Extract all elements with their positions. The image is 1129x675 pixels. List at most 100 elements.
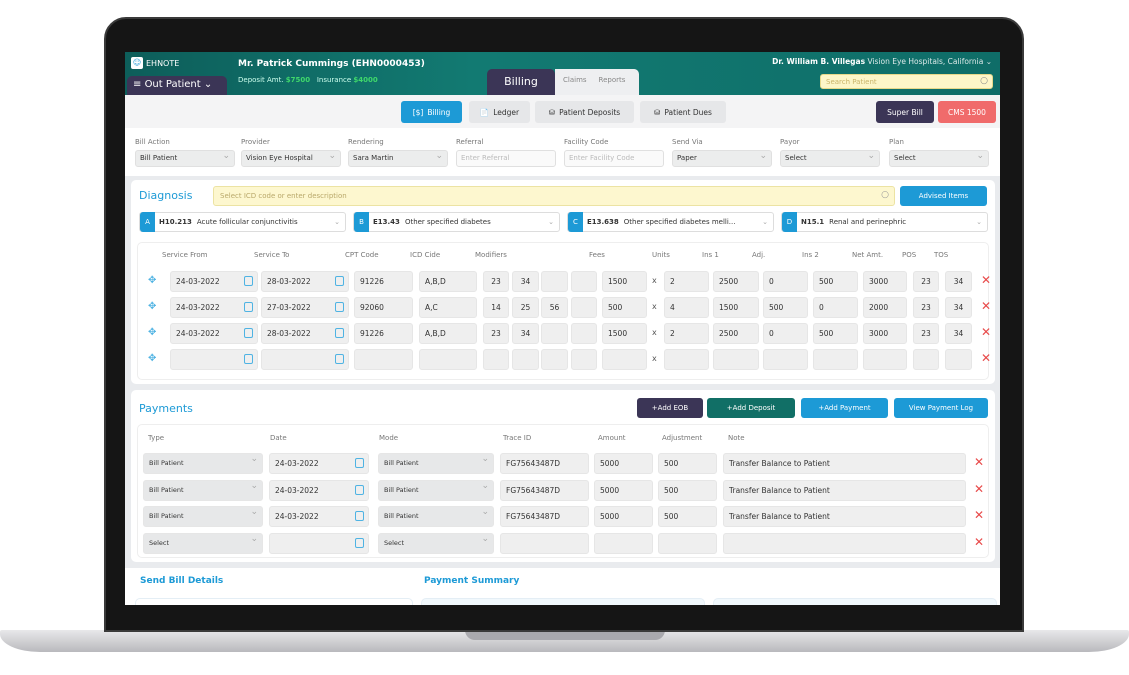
payment-adj[interactable] xyxy=(658,532,717,554)
cell-m1[interactable] xyxy=(512,349,539,370)
cell-adj[interactable]: 0 xyxy=(763,271,808,292)
cell-ins1[interactable]: 2500 xyxy=(713,323,759,344)
delete-row-icon[interactable]: ✕ xyxy=(981,273,992,287)
cms-1500-button[interactable]: CMS 1500 xyxy=(938,101,996,123)
cell-icd[interactable]: A,B,D xyxy=(419,323,477,344)
delete-row-icon[interactable]: ✕ xyxy=(974,508,985,522)
diagnosis-code-b[interactable]: B E13.43 Other specified diabetes ⌄ xyxy=(353,212,560,232)
cell-tos[interactable]: 34 xyxy=(945,297,972,318)
calendar-icon[interactable] xyxy=(355,511,364,521)
cell-tos[interactable] xyxy=(945,349,972,370)
field-select[interactable]: Sara Martin xyxy=(348,150,448,167)
cell-ins1[interactable]: 1500 xyxy=(713,297,759,318)
field-select[interactable]: Select xyxy=(889,150,989,167)
cell-adj[interactable]: 500 xyxy=(763,297,808,318)
cell-m0[interactable]: 14 xyxy=(483,297,509,318)
cell-net[interactable]: 2000 xyxy=(863,297,907,318)
cell-fees[interactable]: 1500 xyxy=(602,323,647,344)
payment-amount[interactable] xyxy=(594,532,653,554)
tab-billing[interactable]: Billing xyxy=(487,69,555,95)
cell-ins2[interactable] xyxy=(813,349,858,370)
payment-trace[interactable]: FG75643487D xyxy=(500,479,589,501)
add-payment-button[interactable]: +Add Payment xyxy=(801,398,888,418)
cell-net[interactable]: 3000 xyxy=(863,271,907,292)
cell-cpt[interactable]: 92060 xyxy=(354,297,413,318)
payment-note[interactable]: Transfer Balance to Patient xyxy=(723,506,966,527)
cell-fees[interactable]: 500 xyxy=(602,297,647,318)
payment-amount[interactable]: 5000 xyxy=(594,453,653,474)
drag-handle-icon[interactable]: ✥ xyxy=(148,327,157,338)
cell-m2[interactable] xyxy=(541,349,568,370)
payment-type[interactable]: Bill Patient xyxy=(143,453,263,474)
cell-cpt[interactable]: 91226 xyxy=(354,271,413,292)
diagnosis-code-a[interactable]: A H10.213 Acute follicular conjunctivitis ⌄ xyxy=(139,212,346,232)
mode-dropdown[interactable]: ≡ Out Patient ⌄ xyxy=(127,76,227,95)
cell-from[interactable]: 24-03-2022 xyxy=(170,271,258,292)
delete-row-icon[interactable]: ✕ xyxy=(974,481,985,496)
cell-units[interactable]: 2 xyxy=(664,323,709,344)
cell-pos[interactable]: 23 xyxy=(913,297,939,318)
cell-from[interactable]: 24-03-2022 xyxy=(170,323,258,344)
cell-m1[interactable]: 34 xyxy=(512,271,539,292)
calendar-icon[interactable] xyxy=(244,276,253,286)
field-select[interactable]: Bill Patient xyxy=(135,150,235,167)
cell-adj[interactable] xyxy=(763,349,808,370)
delete-row-icon[interactable]: ✕ xyxy=(981,351,992,365)
delete-row-icon[interactable]: ✕ xyxy=(981,299,992,313)
user-menu[interactable]: Dr. William B. Villegas Vision Eye Hospi… xyxy=(772,57,992,66)
cell-m0[interactable] xyxy=(483,349,509,370)
cell-cpt[interactable]: 91226 xyxy=(354,323,413,344)
payment-date[interactable]: 24-03-2022 xyxy=(269,506,369,527)
cell-ins1[interactable]: 2500 xyxy=(713,271,759,292)
field-input[interactable]: Enter Facility Code xyxy=(564,150,664,167)
delete-row-icon[interactable]: ✕ xyxy=(981,325,992,339)
cell-tos[interactable]: 34 xyxy=(945,323,972,344)
payment-mode[interactable]: Bill Patient xyxy=(378,453,494,474)
payment-mode[interactable]: Bill Patient xyxy=(378,479,494,501)
field-select[interactable]: Select xyxy=(780,150,880,167)
diagnosis-code-d[interactable]: D N15.1 Renal and perinephric ⌄ xyxy=(781,212,988,232)
cell-units[interactable]: 4 xyxy=(664,297,709,318)
payment-note[interactable]: Transfer Balance to Patient xyxy=(723,479,966,501)
cell-m0[interactable]: 23 xyxy=(483,271,509,292)
super-bill-button[interactable]: Super Bill xyxy=(876,101,934,123)
cell-m1[interactable]: 25 xyxy=(512,297,539,318)
cell-cpt[interactable] xyxy=(354,349,413,370)
payment-date[interactable]: 24-03-2022 xyxy=(269,479,369,501)
cell-icd[interactable]: A,B,D xyxy=(419,271,477,292)
calendar-icon[interactable] xyxy=(244,328,253,338)
cell-to[interactable] xyxy=(261,349,349,370)
drag-handle-icon[interactable]: ✥ xyxy=(148,301,157,312)
cell-fees[interactable] xyxy=(602,349,647,370)
payment-adj[interactable]: 500 xyxy=(658,453,717,474)
billing-button[interactable]: [$] Billing xyxy=(401,101,462,123)
cell-units[interactable] xyxy=(664,349,709,370)
cell-m3[interactable] xyxy=(571,297,597,318)
view-payment-log-button[interactable]: View Payment Log xyxy=(894,398,988,418)
ledger-button[interactable]: 📄 Ledger xyxy=(469,101,530,123)
cell-tos[interactable]: 34 xyxy=(945,271,972,292)
cell-pos[interactable] xyxy=(913,349,939,370)
payment-date[interactable]: 24-03-2022 xyxy=(269,453,369,474)
payment-trace[interactable]: FG75643487D xyxy=(500,453,589,474)
payment-note[interactable] xyxy=(723,532,966,554)
payment-date[interactable] xyxy=(269,532,369,554)
field-select[interactable]: Vision Eye Hospital xyxy=(241,150,341,167)
cell-m2[interactable]: 56 xyxy=(541,297,568,318)
patient-deposits-button[interactable]: ⛁ Patient Deposits xyxy=(535,101,634,123)
payment-adj[interactable]: 500 xyxy=(658,479,717,501)
advised-items-button[interactable]: Advised Items xyxy=(900,186,987,206)
payment-type[interactable]: Select xyxy=(143,532,263,554)
delete-row-icon[interactable]: ✕ xyxy=(974,455,985,469)
payment-trace[interactable] xyxy=(500,532,589,554)
cell-units[interactable]: 2 xyxy=(664,271,709,292)
patient-dues-button[interactable]: ⛁ Patient Dues xyxy=(640,101,726,123)
field-input[interactable]: Enter Referral xyxy=(456,150,556,167)
payment-mode[interactable]: Bill Patient xyxy=(378,506,494,527)
add-deposit-button[interactable]: +Add Deposit xyxy=(707,398,795,418)
icd-search-input[interactable]: Select ICD code or enter description ○ xyxy=(213,186,895,206)
cell-to[interactable]: 27-03-2022 xyxy=(261,297,349,318)
calendar-icon[interactable] xyxy=(244,354,253,364)
cell-from[interactable] xyxy=(170,349,258,370)
cell-icd[interactable] xyxy=(419,349,477,370)
